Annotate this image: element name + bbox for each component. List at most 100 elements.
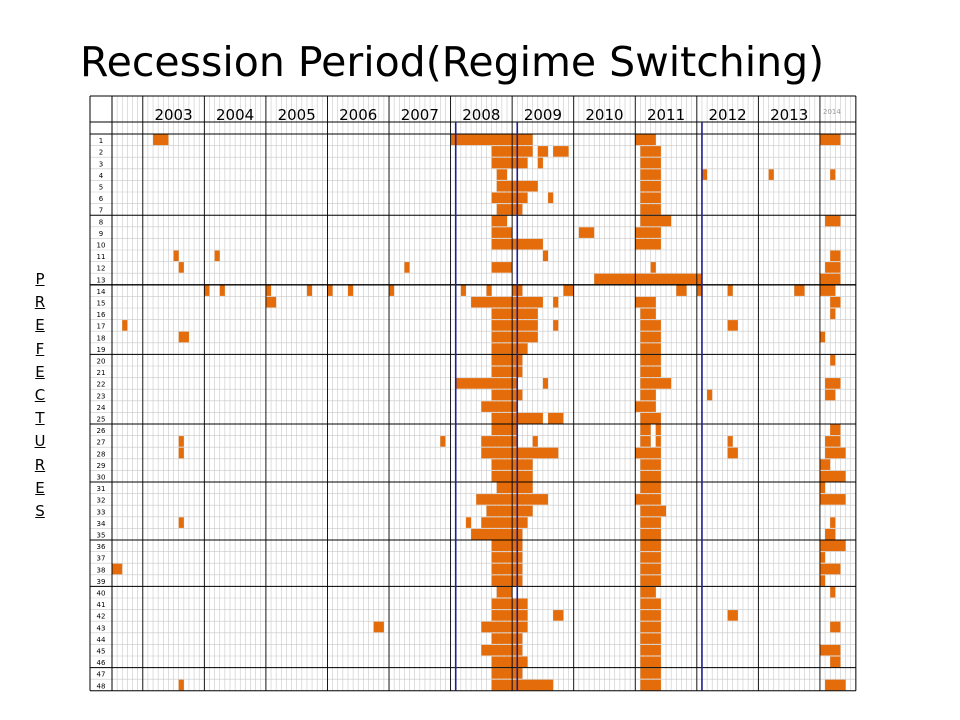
prefecture-label: 47 (97, 671, 106, 679)
recession-cell (532, 436, 538, 447)
recession-cell (553, 296, 559, 308)
recession-cell (471, 528, 523, 540)
recession-cell (640, 204, 661, 215)
prefecture-label: 9 (99, 230, 103, 238)
side-label-letter: P (35, 270, 45, 288)
recession-cell (640, 389, 656, 401)
prefecture-label: 18 (97, 334, 106, 342)
prefecture-label: 26 (97, 427, 106, 435)
recession-cell (112, 563, 123, 575)
recession-cell (727, 610, 738, 621)
recession-cell (496, 586, 513, 598)
prefecture-label: 34 (97, 520, 106, 528)
prefecture-label: 43 (97, 624, 106, 632)
recession-cell (537, 157, 543, 169)
prefecture-label: 37 (97, 555, 106, 563)
recession-cell (819, 482, 826, 494)
recession-cell (727, 436, 733, 447)
year-label: 2007 (401, 106, 439, 124)
recession-cell (650, 262, 656, 273)
recession-cell (486, 505, 533, 517)
recession-cell (825, 389, 836, 401)
recession-cell (491, 540, 523, 552)
prefecture-label: 28 (97, 450, 106, 458)
year-label: 2008 (462, 106, 500, 124)
prefecture-label: 13 (97, 276, 106, 284)
prefecture-label: 46 (97, 659, 106, 667)
recession-cell (553, 320, 559, 331)
recession-cell (491, 575, 523, 586)
prefecture-label: 11 (97, 253, 106, 261)
recession-cell (178, 436, 184, 447)
prefecture-label: 19 (97, 346, 106, 354)
recession-cell (491, 262, 513, 273)
prefecture-label: 41 (97, 601, 106, 609)
recession-cell (481, 401, 518, 412)
prefecture-label: 39 (97, 578, 106, 586)
prefecture-label: 4 (99, 172, 104, 180)
recession-cell (537, 146, 549, 157)
recession-cell (491, 157, 528, 169)
recession-cell (153, 134, 169, 146)
recession-cell (819, 470, 846, 482)
recession-cell (491, 656, 528, 668)
prefecture-label: 8 (99, 218, 103, 226)
recession-cell (830, 424, 841, 436)
recession-cell (825, 378, 841, 389)
recession-cell (491, 320, 538, 331)
year-label: 2003 (154, 106, 192, 124)
recession-cell (640, 331, 661, 343)
prefecture-label: 12 (97, 265, 106, 273)
recession-cell (819, 575, 826, 586)
recession-cell (496, 169, 508, 180)
recession-cell (542, 378, 549, 389)
year-label: 2010 (585, 106, 623, 124)
recession-cell (640, 366, 661, 378)
recession-cell (727, 447, 738, 459)
year-label: 2011 (647, 106, 685, 124)
recession-cell (640, 563, 661, 575)
prefecture-label: 38 (97, 566, 106, 574)
prefecture-label: 36 (97, 543, 106, 551)
recession-cell (640, 482, 661, 494)
recession-cell (830, 296, 841, 308)
recession-cell (640, 343, 661, 354)
recession-cell (640, 354, 661, 366)
recession-cell (819, 552, 826, 563)
year-label: 2005 (278, 106, 316, 124)
recession-cell (265, 296, 277, 308)
recession-cell (178, 447, 184, 459)
recession-cell (640, 215, 672, 227)
year-label: 2012 (709, 106, 747, 124)
recession-cell (819, 563, 841, 575)
recession-cell (640, 552, 661, 563)
prefecture-label: 45 (97, 648, 106, 656)
recession-cell (768, 169, 774, 180)
recession-cell (491, 389, 523, 401)
recession-cell (491, 598, 528, 610)
recession-cell (373, 621, 384, 633)
prefecture-label: 25 (97, 416, 106, 424)
recession-cell (481, 517, 528, 528)
prefecture-label: 17 (97, 323, 106, 331)
recession-cell (640, 586, 656, 598)
recession-cell (471, 296, 543, 308)
recession-cell (640, 424, 651, 436)
recession-cell (819, 459, 831, 470)
recession-cell (594, 273, 702, 285)
recession-cell (640, 192, 661, 204)
recession-cell (178, 517, 184, 528)
side-label-letter: U (34, 432, 46, 451)
recession-cell (553, 610, 564, 621)
side-label-letter: C (34, 386, 46, 405)
side-label-letter: T (35, 409, 45, 428)
recession-cell (481, 447, 559, 459)
recession-cell (640, 633, 661, 644)
recession-cell (214, 250, 220, 262)
side-label-letter: R (34, 455, 46, 474)
recession-cell (640, 656, 661, 668)
recession-cell (640, 169, 661, 180)
recession-cell (825, 262, 841, 273)
recession-cell (640, 308, 656, 320)
recession-cell (830, 354, 836, 366)
